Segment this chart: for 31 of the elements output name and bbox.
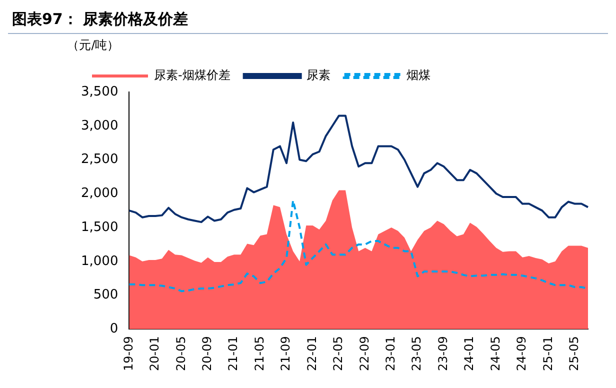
y-tick-label: 3,000: [81, 118, 118, 134]
y-tick-label: 2,000: [81, 186, 118, 202]
x-tick-label: 20-09: [200, 336, 214, 372]
y-axis-title: （元/吨）: [67, 38, 120, 52]
x-tick-label: 22-09: [357, 336, 372, 372]
legend-label: 尿素: [306, 68, 330, 82]
x-tick-label: 23-09: [436, 336, 450, 372]
legend-label: 烟煤: [406, 68, 430, 82]
x-tick-label: 21-05: [252, 336, 266, 372]
y-tick-label: 500: [93, 288, 118, 303]
x-tick-label: 22-01: [304, 336, 319, 372]
y-tick-label: 3,500: [81, 84, 118, 100]
y-tick-label: 1,000: [81, 254, 118, 269]
x-tick-label: 24-09: [514, 336, 529, 372]
x-tick-label: 20-01: [148, 336, 162, 372]
x-tick-label: 20-05: [174, 336, 188, 372]
x-tick-label: 22-05: [331, 336, 346, 372]
x-tick-label: 25-01: [540, 336, 555, 372]
legend-label: 尿素-烟煤价差: [154, 68, 230, 82]
chart-title: 图表97： 尿素价格及价差: [8, 8, 608, 34]
x-tick-label: 24-01: [462, 336, 476, 372]
y-tick-label: 2,500: [81, 152, 118, 168]
x-tick-label: 23-01: [384, 336, 398, 372]
x-tick-label: 23-05: [410, 336, 424, 372]
x-tick-label: 21-09: [278, 336, 293, 372]
x-tick-label: 19-09: [121, 336, 136, 372]
x-tick-label: 24-05: [488, 336, 502, 372]
x-tick-label: 21-01: [226, 336, 240, 372]
y-tick-label: 1,500: [81, 220, 118, 235]
y-tick-label: 0: [110, 322, 118, 337]
x-tick-label: 25-05: [567, 336, 582, 372]
